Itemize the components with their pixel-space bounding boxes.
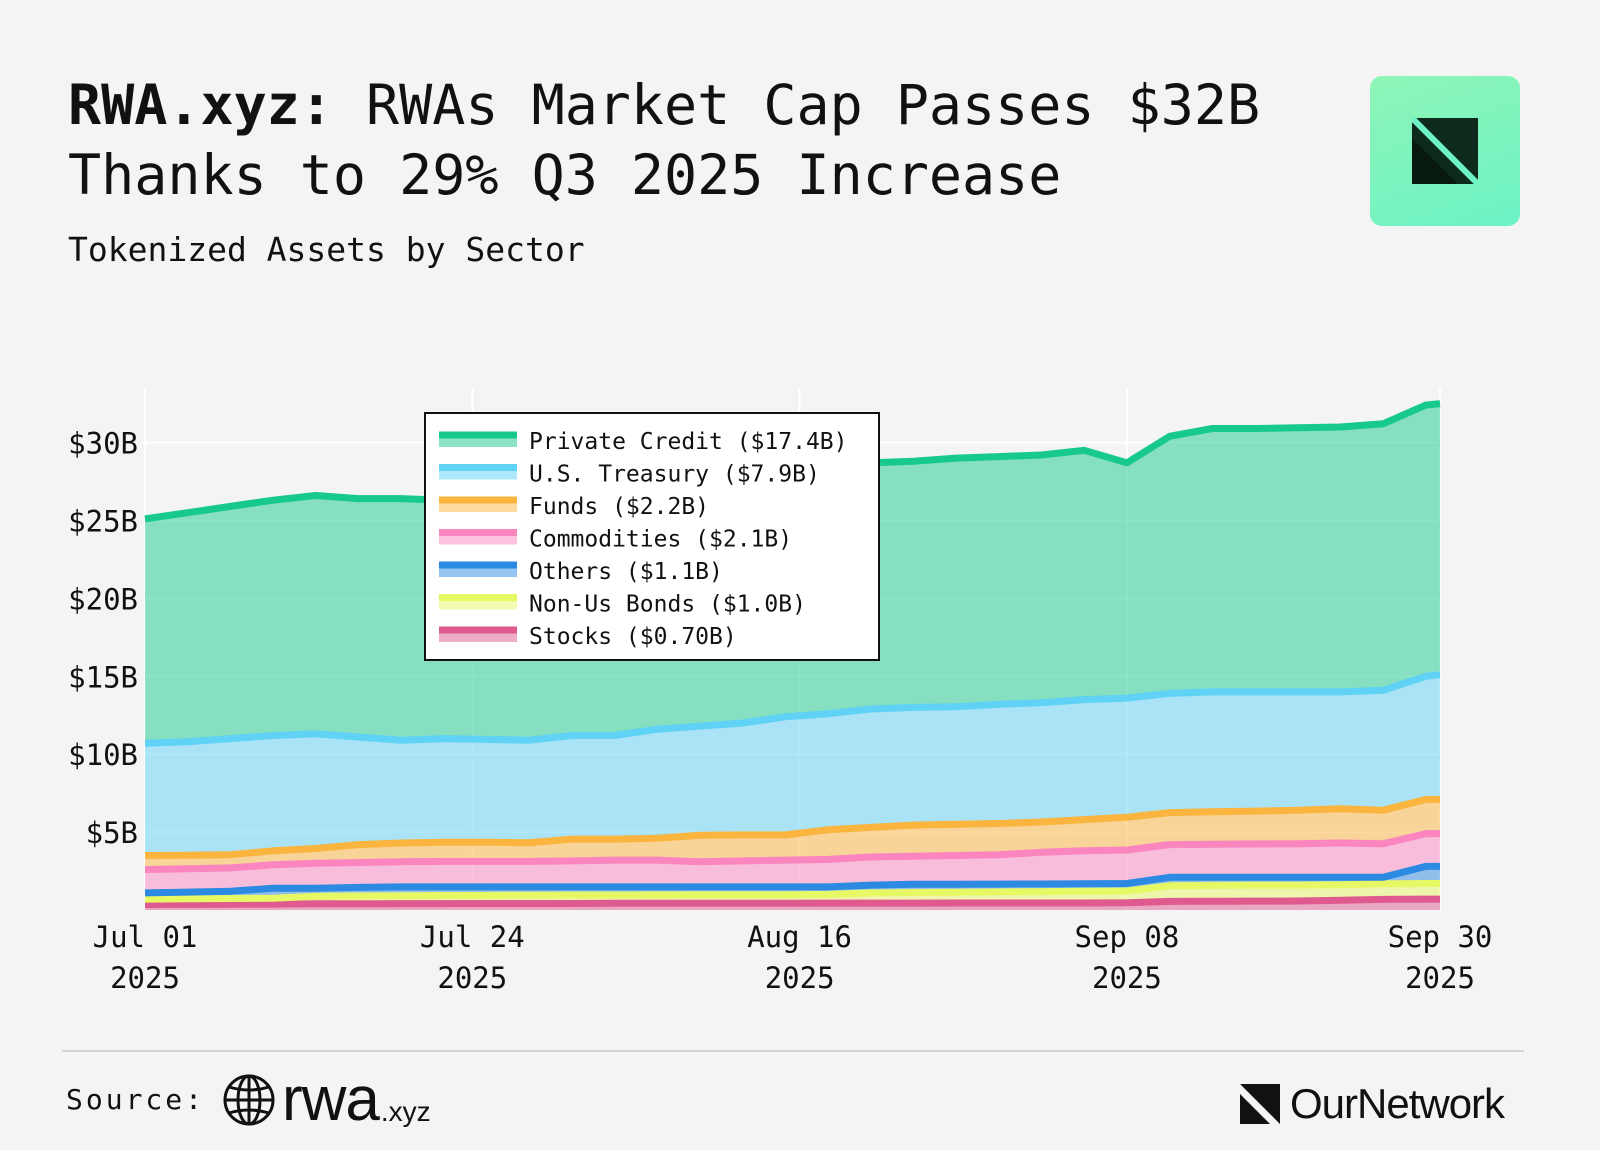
x-tick-label: Jul 01: [93, 920, 198, 954]
page-title: RWA.xyz: RWAs Market Cap Passes $32B Tha…: [68, 70, 1328, 210]
x-tick-year-label: 2025: [1405, 961, 1475, 995]
x-tick-year-label: 2025: [765, 961, 835, 995]
legend-label-us_treasury: U.S. Treasury ($7.9B): [529, 462, 820, 488]
line-others: [144, 862, 1440, 897]
ournetwork-badge: [1370, 76, 1520, 226]
x-tick-year-label: 2025: [437, 961, 507, 995]
area-us_treasury: [145, 674, 1440, 856]
x-tick-year-label: 2025: [1092, 961, 1162, 995]
area-non_us_bonds: [145, 883, 1440, 905]
y-tick-label: $10B: [68, 738, 138, 772]
stacked-area-chart: $5B $10B $15B $20B $25B $30B Jul 01 2025 Jul 24 2…: [68, 388, 1493, 995]
source-label: Source:: [66, 1083, 206, 1116]
y-tick-label: $25B: [68, 504, 138, 538]
ournetwork-mark-icon: [1412, 118, 1478, 184]
globe-icon: [223, 1074, 275, 1126]
y-tick-label: $5B: [86, 816, 138, 850]
x-tick-year-label: 2025: [110, 961, 180, 995]
x-tick-label: Sep 08: [1075, 920, 1180, 954]
line-non_us_bonds: [144, 880, 1440, 903]
ournetwork-logo: OurNetwork: [1240, 1080, 1505, 1128]
line-stocks: [144, 895, 1440, 908]
legend-label-others: Others ($1.1B): [529, 559, 723, 585]
x-tick-label: Jul 24: [420, 920, 525, 954]
line-funds: [144, 795, 1440, 859]
ournetwork-wordmark: OurNetwork: [1290, 1080, 1505, 1127]
line-commodities: [144, 830, 1440, 873]
legend-label-stocks: Stocks ($0.70B): [529, 624, 737, 650]
legend-label-commodities: Commodities ($2.1B): [529, 527, 792, 553]
title-source: RWA.xyz:: [68, 73, 333, 137]
legend-label-funds: Funds ($2.2B): [529, 494, 709, 520]
ournetwork-small-mark-icon: [1240, 1084, 1280, 1124]
title-text: RWAs Market Cap Passes $32B Thanks to 29…: [68, 73, 1261, 207]
line-us_treasury: [144, 671, 1441, 747]
rwa-logo: rwa .xyz: [222, 1065, 431, 1134]
legend-label-private_credit: Private Credit ($17.4B): [529, 429, 848, 455]
rwa-wordmark: rwa: [282, 1065, 380, 1134]
legend-label-non_us_bonds: Non-Us Bonds ($1.0B): [529, 592, 806, 618]
y-tick-label: $30B: [68, 427, 138, 461]
y-tick-label: $15B: [68, 660, 138, 694]
x-tick-label: Aug 16: [747, 920, 852, 954]
rwa-wordmark-tld: .xyz: [380, 1096, 431, 1127]
y-tick-label: $20B: [68, 582, 138, 616]
x-tick-label: Sep 30: [1388, 920, 1493, 954]
footer-divider: [62, 1050, 1524, 1052]
chart-subtitle: Tokenized Assets by Sector: [68, 230, 585, 269]
